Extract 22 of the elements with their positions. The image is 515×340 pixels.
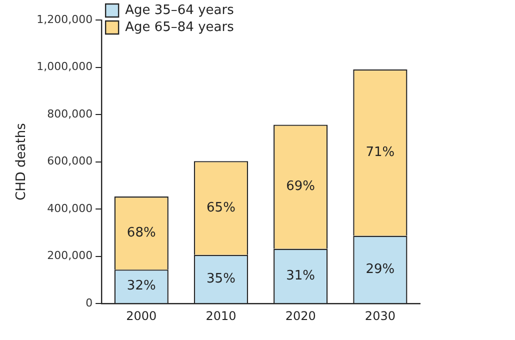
- annotation: 31%: [286, 268, 316, 284]
- annotation: 69%: [286, 179, 316, 194]
- x-tick-label: 2010: [206, 308, 236, 323]
- y-tick-label: 400,000: [47, 202, 93, 215]
- y-tick-label: 200,000: [47, 249, 93, 262]
- y-tick-label: 1,000,000: [36, 60, 93, 74]
- annotation: 29%: [366, 262, 395, 277]
- annotation: 71%: [366, 144, 395, 160]
- legend-label: Age 65–84 years: [125, 20, 234, 35]
- annotation: 65%: [206, 200, 236, 216]
- y-axis-title: CHD deaths: [14, 122, 30, 200]
- y-tick-label: 800,000: [47, 107, 93, 120]
- x-tick-label: 2000: [126, 308, 157, 323]
- y-tick-label: 600,000: [47, 154, 93, 168]
- y-tick-label: 1,200,000: [36, 12, 93, 26]
- y-tick-label: 0: [86, 296, 93, 310]
- annotation: 68%: [126, 225, 156, 240]
- annotation: 35%: [206, 271, 236, 286]
- annotation: 32%: [126, 278, 156, 294]
- x-tick-label: 2020: [285, 308, 316, 323]
- x-tick-label: 2030: [364, 308, 396, 323]
- legend-label: Age 35–64 years: [125, 2, 234, 18]
